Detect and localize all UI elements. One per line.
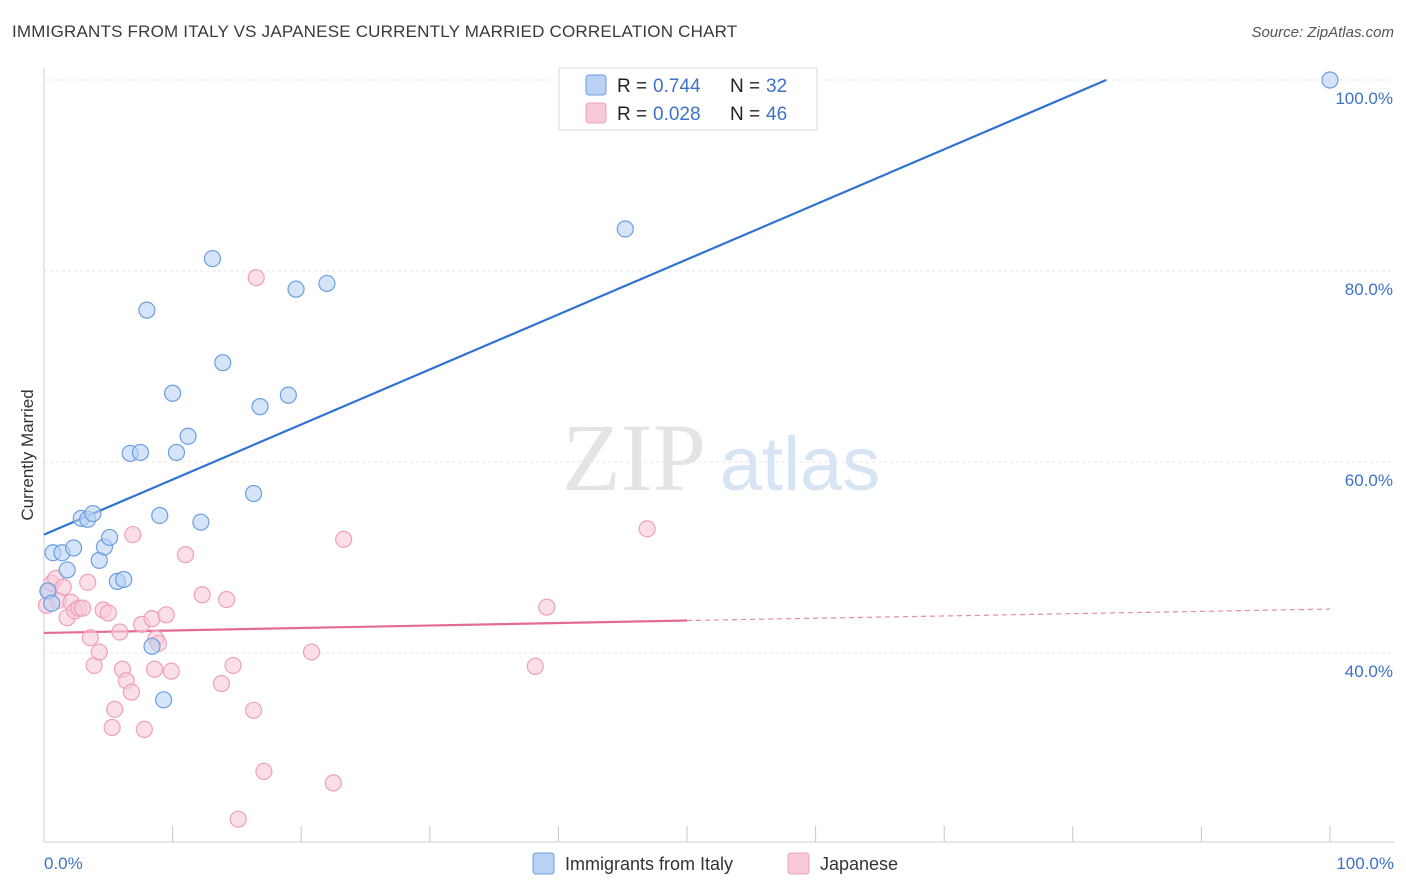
data-point-italy: [251, 398, 269, 416]
data-point-japanese: [224, 656, 242, 675]
series-legend-label-japanese: Japanese: [820, 854, 898, 874]
legend-swatch-italy: [585, 74, 607, 96]
data-point-italy: [143, 637, 161, 655]
data-point-italy: [192, 513, 210, 531]
y-tick-label: 100.0%: [1335, 89, 1393, 108]
data-point-italy: [287, 280, 305, 298]
y-tick-label: 80.0%: [1345, 280, 1393, 299]
legend-n-label-japanese: N =: [730, 104, 760, 125]
data-point-japanese: [324, 774, 342, 792]
data-point-japanese: [135, 720, 153, 739]
data-point-italy: [1321, 71, 1339, 89]
data-point-italy: [58, 561, 76, 579]
data-point-italy: [203, 249, 222, 268]
watermark-atlas: atlas: [720, 422, 881, 507]
data-point-italy: [164, 384, 182, 402]
legend-n-value-italy: 32: [766, 76, 787, 97]
series-legend-swatch-italy: [532, 852, 555, 875]
legend-n-value-japanese: 46: [766, 104, 787, 125]
data-point-japanese: [538, 598, 556, 616]
data-point-japanese: [124, 525, 142, 544]
data-point-japanese: [218, 590, 236, 609]
legend-r-value-japanese: 0.028: [653, 104, 701, 125]
data-point-italy: [64, 539, 83, 557]
data-point-italy: [214, 354, 232, 372]
data-point-japanese: [526, 657, 544, 675]
data-point-japanese: [54, 578, 72, 596]
x-axis-ticks: [172, 826, 1331, 842]
data-point-japanese: [143, 610, 161, 628]
data-point-japanese: [106, 700, 124, 718]
data-point-italy: [318, 274, 336, 293]
data-point-japanese: [157, 606, 175, 624]
y-tick-label: 40.0%: [1345, 662, 1393, 681]
data-point-italy: [115, 570, 133, 589]
x-tick-label-right: 100.0%: [1336, 854, 1394, 873]
watermark-zip: ZIP: [562, 404, 706, 511]
data-point-japanese: [255, 762, 273, 781]
data-point-italy: [167, 443, 186, 462]
y-tick-label: 60.0%: [1345, 471, 1393, 490]
data-point-japanese: [302, 643, 321, 661]
data-point-japanese: [81, 629, 99, 647]
data-point-italy: [84, 504, 102, 523]
data-point-italy: [151, 506, 169, 525]
data-point-japanese: [99, 604, 117, 622]
data-points: [37, 71, 1339, 828]
y-axis-tick-labels: 40.0% 60.0% 80.0% 100.0%: [1335, 89, 1393, 681]
data-point-italy: [616, 220, 634, 238]
data-point-italy: [179, 427, 197, 445]
data-point-japanese: [73, 599, 92, 617]
data-point-japanese: [247, 269, 265, 287]
data-point-italy: [138, 301, 156, 319]
data-point-japanese: [111, 623, 129, 641]
trend-line-japanese: [43, 619, 688, 635]
series-legend-swatch-japanese: [787, 852, 810, 875]
data-point-japanese: [90, 643, 108, 661]
trend-line-extension-japanese: [686, 608, 1331, 622]
data-point-japanese: [79, 573, 97, 591]
legend-swatch-japanese: [585, 102, 607, 124]
legend-n-label-italy: N =: [730, 76, 760, 97]
stats-legend: R = 0.744 N = 32 R = 0.028 N = 46: [558, 67, 818, 131]
data-point-japanese: [162, 662, 180, 680]
legend-r-label-italy: R =: [617, 76, 647, 97]
data-point-italy: [279, 386, 297, 404]
data-point-japanese: [193, 586, 211, 604]
data-point-italy: [245, 484, 263, 503]
data-point-italy: [131, 443, 150, 462]
legend-r-value-italy: 0.744: [653, 76, 701, 97]
data-point-japanese: [212, 674, 231, 693]
data-point-japanese: [122, 683, 141, 701]
data-point-italy: [100, 528, 119, 547]
trend-line-italy: [43, 78, 1107, 536]
gridlines: [44, 79, 1394, 654]
data-point-japanese: [229, 810, 247, 828]
y-axis-label: Currently Married: [18, 389, 37, 520]
x-tick-label-left: 0.0%: [44, 854, 83, 873]
data-point-italy: [154, 691, 173, 709]
series-legend-label-italy: Immigrants from Italy: [565, 854, 733, 874]
trend-lines: [43, 78, 1331, 635]
data-point-japanese: [145, 660, 164, 678]
legend-r-label-japanese: R =: [617, 104, 647, 125]
data-point-japanese: [103, 718, 121, 737]
data-point-japanese: [245, 701, 263, 719]
data-point-japanese: [335, 530, 353, 548]
data-point-japanese: [638, 520, 656, 538]
chart-title: IMMIGRANTS FROM ITALY VS JAPANESE CURREN…: [12, 22, 738, 41]
data-point-japanese: [176, 546, 195, 564]
source-credit: Source: ZipAtlas.com: [1251, 24, 1394, 41]
series-legend: Immigrants from Italy Japanese: [532, 852, 898, 875]
data-point-italy: [43, 594, 61, 612]
